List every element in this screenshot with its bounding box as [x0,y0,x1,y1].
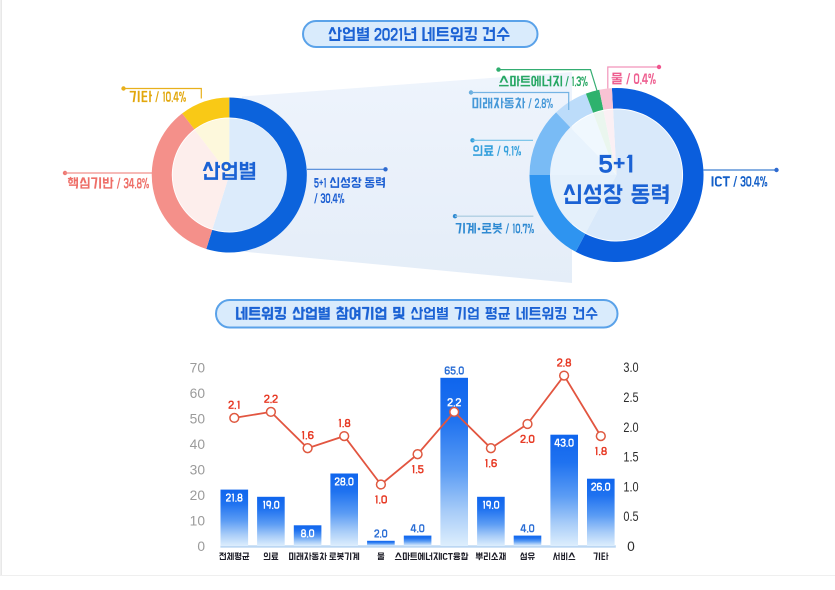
svg-text:0: 0 [627,539,635,554]
svg-text:3.0: 3.0 [623,360,638,375]
svg-text:50: 50 [190,411,206,426]
svg-text:2.5: 2.5 [623,390,638,405]
svg-text:1.5: 1.5 [623,450,638,465]
svg-text:60: 60 [190,386,206,401]
svg-text:0: 0 [197,539,205,554]
svg-text:30: 30 [190,462,206,477]
svg-text:2.0: 2.0 [623,420,638,435]
svg-text:1.0: 1.0 [623,479,638,494]
svg-text:40: 40 [190,437,206,452]
svg-text:20: 20 [190,488,206,503]
svg-text:70: 70 [190,360,206,375]
svg-text:0.5: 0.5 [623,509,638,524]
svg-text:10: 10 [190,513,206,528]
